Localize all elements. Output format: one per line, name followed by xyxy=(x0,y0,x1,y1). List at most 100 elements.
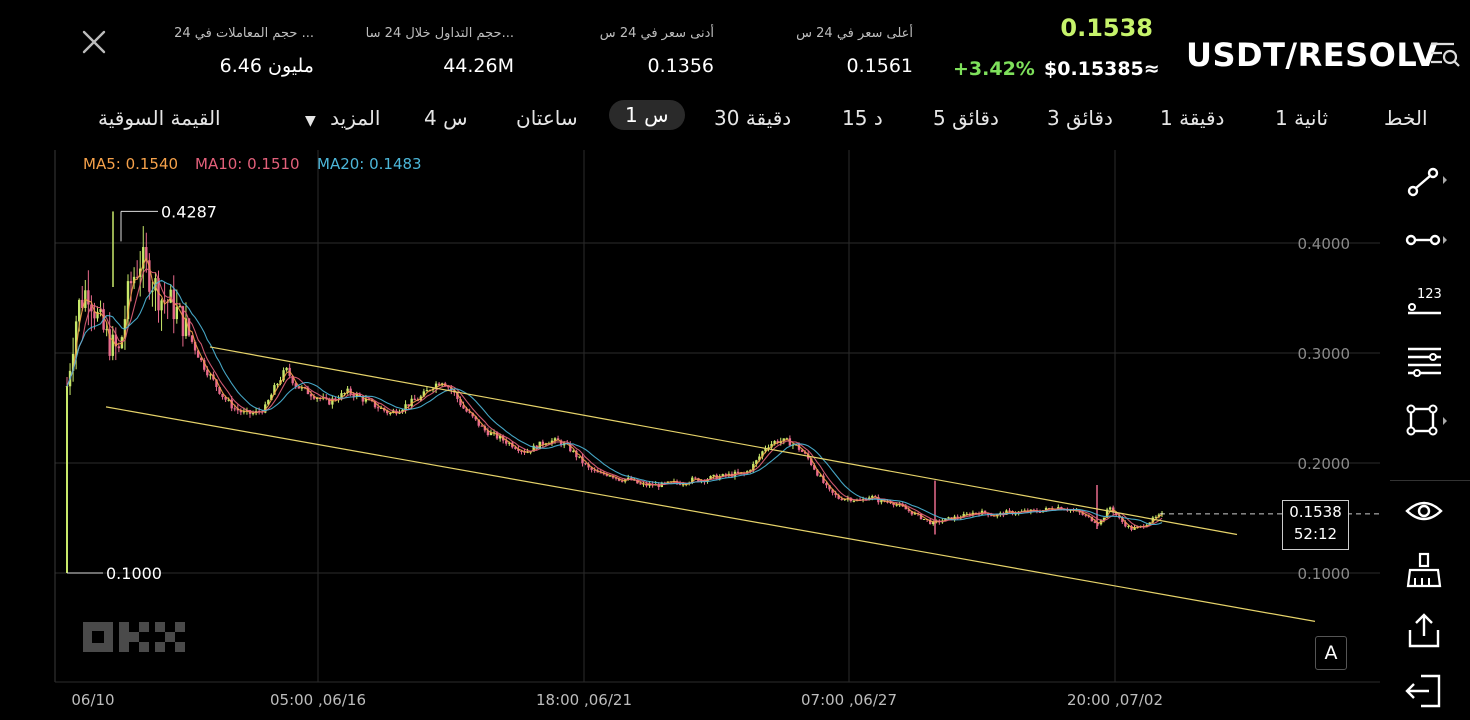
ma20-line xyxy=(66,279,1163,526)
candle-body xyxy=(721,474,724,477)
candle-body xyxy=(251,413,255,415)
candle-body xyxy=(965,513,968,515)
tab-1h[interactable]: 1 س xyxy=(609,100,685,130)
candle-body xyxy=(764,448,767,452)
trendline-tool-icon[interactable] xyxy=(1403,163,1447,201)
ma10-label: MA10: 0.1510 xyxy=(195,155,300,173)
price-chart[interactable]: 0.4000 0.3000 0.2000 0.1000 06/10 05:00 ,06/1… xyxy=(0,150,1390,720)
candle-body xyxy=(163,300,166,302)
candle-body xyxy=(587,464,590,468)
eye-icon[interactable] xyxy=(1403,492,1447,530)
candle-body xyxy=(99,309,102,312)
candle-body xyxy=(486,430,490,436)
candle-body xyxy=(752,463,755,471)
candle-body xyxy=(907,509,911,512)
current-price-box: 0.1538 52:12 xyxy=(1282,500,1349,550)
tab-market-cap[interactable]: القيمة السوقية xyxy=(98,106,221,130)
candle-body xyxy=(691,477,694,483)
candle-body xyxy=(373,401,377,408)
okx-logo xyxy=(83,622,185,652)
candle-body xyxy=(919,513,923,520)
share-icon[interactable] xyxy=(1403,612,1447,650)
y-tick-label: 0.3000 xyxy=(1298,345,1351,363)
stat-value: 6.46 مليون xyxy=(219,55,314,77)
tab-2h[interactable]: ساعتان xyxy=(516,106,578,130)
candle-body xyxy=(837,495,840,499)
candle-body xyxy=(416,400,419,402)
candle-body xyxy=(407,404,410,407)
candle-body xyxy=(810,458,813,465)
exit-icon[interactable] xyxy=(1403,672,1447,710)
candle-body xyxy=(273,385,276,395)
candle-body xyxy=(160,300,163,311)
auto-scale-button[interactable]: A xyxy=(1315,636,1347,670)
candle-body xyxy=(142,247,145,269)
candle-body xyxy=(770,443,773,448)
candle-body xyxy=(520,450,523,452)
horizontal-line-tool-icon[interactable] xyxy=(1403,221,1447,259)
candle-body xyxy=(1044,508,1048,511)
tab-15m[interactable]: 15 د xyxy=(842,106,883,130)
candle-body xyxy=(465,408,468,412)
menu-search-icon[interactable] xyxy=(1428,38,1462,70)
candle-body xyxy=(1093,521,1097,523)
tab-1m[interactable]: دقيقة 1 xyxy=(1160,106,1225,130)
low-marker-label: 0.1000 xyxy=(106,564,162,583)
candle-body xyxy=(1090,516,1094,522)
candle-body xyxy=(532,445,535,452)
candle-body xyxy=(803,451,807,454)
svg-text:123: 123 xyxy=(1417,287,1442,302)
candle-body xyxy=(90,304,93,312)
candle-body xyxy=(108,329,111,356)
tab-1s[interactable]: ثانية 1 xyxy=(1275,106,1329,130)
candle-body xyxy=(233,408,236,410)
x-tick-label: 18:00 ,06/21 xyxy=(536,691,632,709)
candle-body xyxy=(315,398,319,400)
price-change: +3.42% xyxy=(953,58,1035,80)
candle-body xyxy=(1108,507,1112,510)
candle-body xyxy=(200,357,203,361)
candle-body xyxy=(114,334,118,347)
tab-3m[interactable]: 3 دقائق xyxy=(1047,106,1113,130)
candle-body xyxy=(944,518,947,521)
candle-body xyxy=(404,404,407,410)
candle-body xyxy=(264,404,267,413)
tab-4h[interactable]: 4 س xyxy=(424,106,468,130)
candle-body xyxy=(184,318,188,337)
tab-5m[interactable]: 5 دقائق xyxy=(933,106,999,130)
candle-body xyxy=(514,447,517,449)
candle-body xyxy=(367,398,371,400)
candle-body xyxy=(1075,510,1078,512)
stat-volume: حجم التداول خلال 24 سا... 44.26M xyxy=(366,26,514,77)
close-icon[interactable] xyxy=(78,26,110,58)
price-label-tool-icon[interactable]: 123 xyxy=(1403,282,1447,320)
candle-body xyxy=(932,521,935,525)
last-price: 0.1538 xyxy=(1060,14,1153,42)
candle-body xyxy=(749,470,752,472)
brush-clear-icon[interactable] xyxy=(1403,552,1447,590)
y-tick-label: 0.1000 xyxy=(1298,565,1351,583)
candle-body xyxy=(773,441,776,444)
tab-line[interactable]: الخط xyxy=(1384,106,1428,130)
candle-body xyxy=(379,407,383,409)
candle-body xyxy=(349,388,352,394)
candle-body xyxy=(276,383,279,386)
candle-body xyxy=(93,311,96,319)
candle-body xyxy=(1133,527,1136,530)
stat-label: أعلى سعر في 24 س xyxy=(796,26,913,41)
fib-tool-icon[interactable] xyxy=(1403,343,1447,381)
candle-body xyxy=(151,290,154,292)
candle-body xyxy=(1151,517,1155,523)
candle-body xyxy=(218,387,221,394)
tab-more[interactable]: ▼ المزيد xyxy=(305,106,380,130)
candle-body xyxy=(413,398,416,401)
candle-body xyxy=(471,412,474,417)
candle-body xyxy=(709,476,712,480)
candle-body xyxy=(1081,512,1084,515)
tab-30m[interactable]: 30 دقيقة xyxy=(714,106,792,130)
pair-title[interactable]: USDT/RESOLV xyxy=(1186,36,1439,74)
shape-tool-icon[interactable] xyxy=(1403,402,1447,440)
high-marker-label: 0.4287 xyxy=(161,202,217,221)
candle-body xyxy=(913,513,917,515)
candle-body xyxy=(123,319,127,338)
